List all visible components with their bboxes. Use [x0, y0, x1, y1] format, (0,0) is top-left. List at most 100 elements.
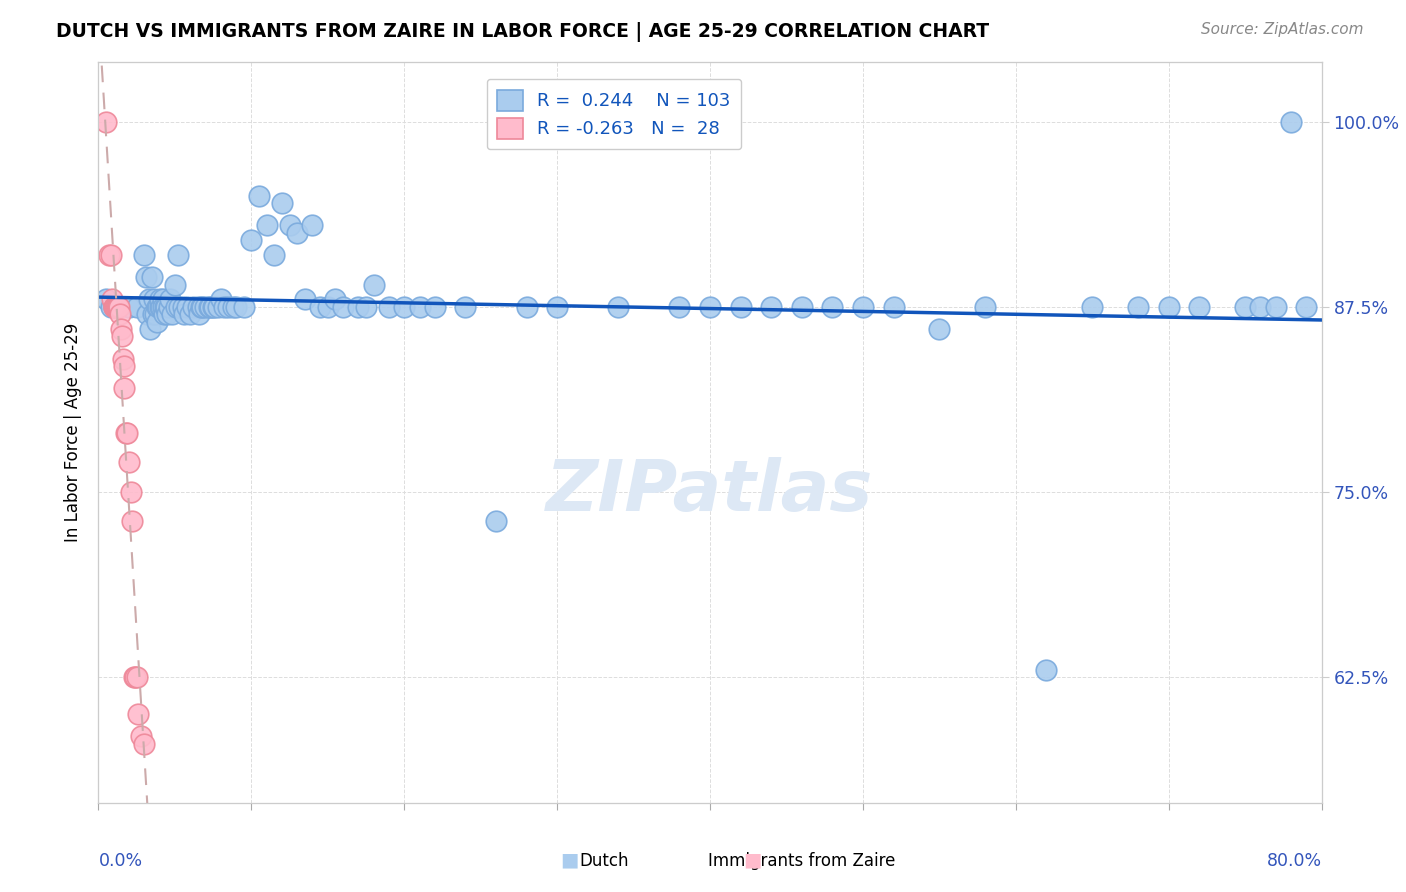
Point — [105, 300, 128, 314]
Point — [285, 226, 308, 240]
Point — [153, 307, 176, 321]
Point — [190, 300, 212, 314]
Point — [309, 300, 332, 314]
Point — [101, 293, 124, 307]
Point — [1249, 300, 1271, 314]
Point — [485, 515, 508, 529]
Point — [112, 381, 135, 395]
Point — [187, 300, 209, 314]
Point — [98, 248, 121, 262]
Point — [149, 293, 172, 307]
Point — [145, 300, 167, 314]
Y-axis label: In Labor Force | Age 25-29: In Labor Force | Age 25-29 — [65, 323, 83, 542]
Point — [135, 270, 157, 285]
Point — [139, 322, 162, 336]
Point — [191, 300, 214, 314]
Point — [141, 270, 163, 285]
Point — [263, 248, 285, 262]
Point — [1128, 300, 1150, 314]
Point — [668, 300, 690, 314]
Point — [111, 329, 134, 343]
Point — [146, 300, 169, 314]
Point — [155, 300, 177, 314]
Point — [103, 300, 125, 314]
Point — [301, 219, 323, 233]
Point — [1264, 300, 1286, 314]
Point — [157, 300, 180, 314]
Point — [127, 706, 149, 721]
Point — [136, 307, 159, 321]
Point — [408, 300, 430, 314]
Point — [1279, 114, 1302, 128]
Text: ■: ■ — [560, 851, 579, 870]
Point — [928, 322, 950, 336]
Point — [363, 277, 385, 292]
Point — [146, 315, 169, 329]
Point — [150, 300, 173, 314]
Point — [294, 293, 316, 307]
Point — [111, 351, 134, 366]
Point — [730, 300, 752, 314]
Point — [198, 300, 221, 314]
Point — [165, 300, 187, 314]
Point — [118, 455, 141, 469]
Point — [202, 300, 225, 314]
Text: DUTCH VS IMMIGRANTS FROM ZAIRE IN LABOR FORCE | AGE 25-29 CORRELATION CHART: DUTCH VS IMMIGRANTS FROM ZAIRE IN LABOR … — [56, 22, 990, 42]
Point — [121, 515, 143, 529]
Point — [169, 300, 191, 314]
Point — [160, 307, 183, 321]
Point — [125, 300, 148, 314]
Point — [1157, 300, 1180, 314]
Point — [173, 307, 195, 321]
Point — [1234, 300, 1257, 314]
Point — [378, 300, 401, 314]
Point — [207, 300, 229, 314]
Point — [212, 300, 235, 314]
Point — [883, 300, 905, 314]
Point — [974, 300, 997, 314]
Point — [100, 248, 122, 262]
Point — [607, 300, 630, 314]
Point — [332, 300, 354, 314]
Point — [247, 188, 270, 202]
Point — [103, 300, 125, 314]
Point — [821, 300, 844, 314]
Point — [454, 300, 477, 314]
Point — [105, 300, 128, 314]
Point — [138, 293, 160, 307]
Point — [197, 300, 219, 314]
Point — [179, 307, 201, 321]
Point — [1295, 300, 1317, 314]
Point — [240, 233, 263, 247]
Point — [278, 219, 301, 233]
Point — [156, 307, 179, 321]
Point — [103, 300, 125, 314]
Point — [108, 300, 131, 314]
Point — [347, 300, 370, 314]
Text: Immigrants from Zaire: Immigrants from Zaire — [707, 852, 896, 870]
Point — [122, 670, 145, 684]
Point — [790, 300, 813, 314]
Point — [759, 300, 782, 314]
Point — [125, 670, 148, 684]
Point — [392, 300, 416, 314]
Point — [117, 425, 139, 440]
Point — [256, 219, 278, 233]
Point — [152, 293, 174, 307]
Text: 80.0%: 80.0% — [1267, 852, 1322, 870]
Point — [202, 300, 225, 314]
Point — [112, 359, 135, 373]
Point — [516, 300, 538, 314]
Text: ZIPatlas: ZIPatlas — [547, 458, 873, 526]
Point — [699, 300, 721, 314]
Text: Source: ZipAtlas.com: Source: ZipAtlas.com — [1201, 22, 1364, 37]
Point — [149, 300, 172, 314]
Point — [172, 300, 194, 314]
Point — [100, 300, 122, 314]
Point — [209, 293, 232, 307]
Point — [1081, 300, 1104, 314]
Point — [423, 300, 446, 314]
Legend: R =  0.244    N = 103, R = -0.263   N =  28: R = 0.244 N = 103, R = -0.263 N = 28 — [486, 78, 741, 150]
Point — [134, 737, 156, 751]
Point — [181, 300, 204, 314]
